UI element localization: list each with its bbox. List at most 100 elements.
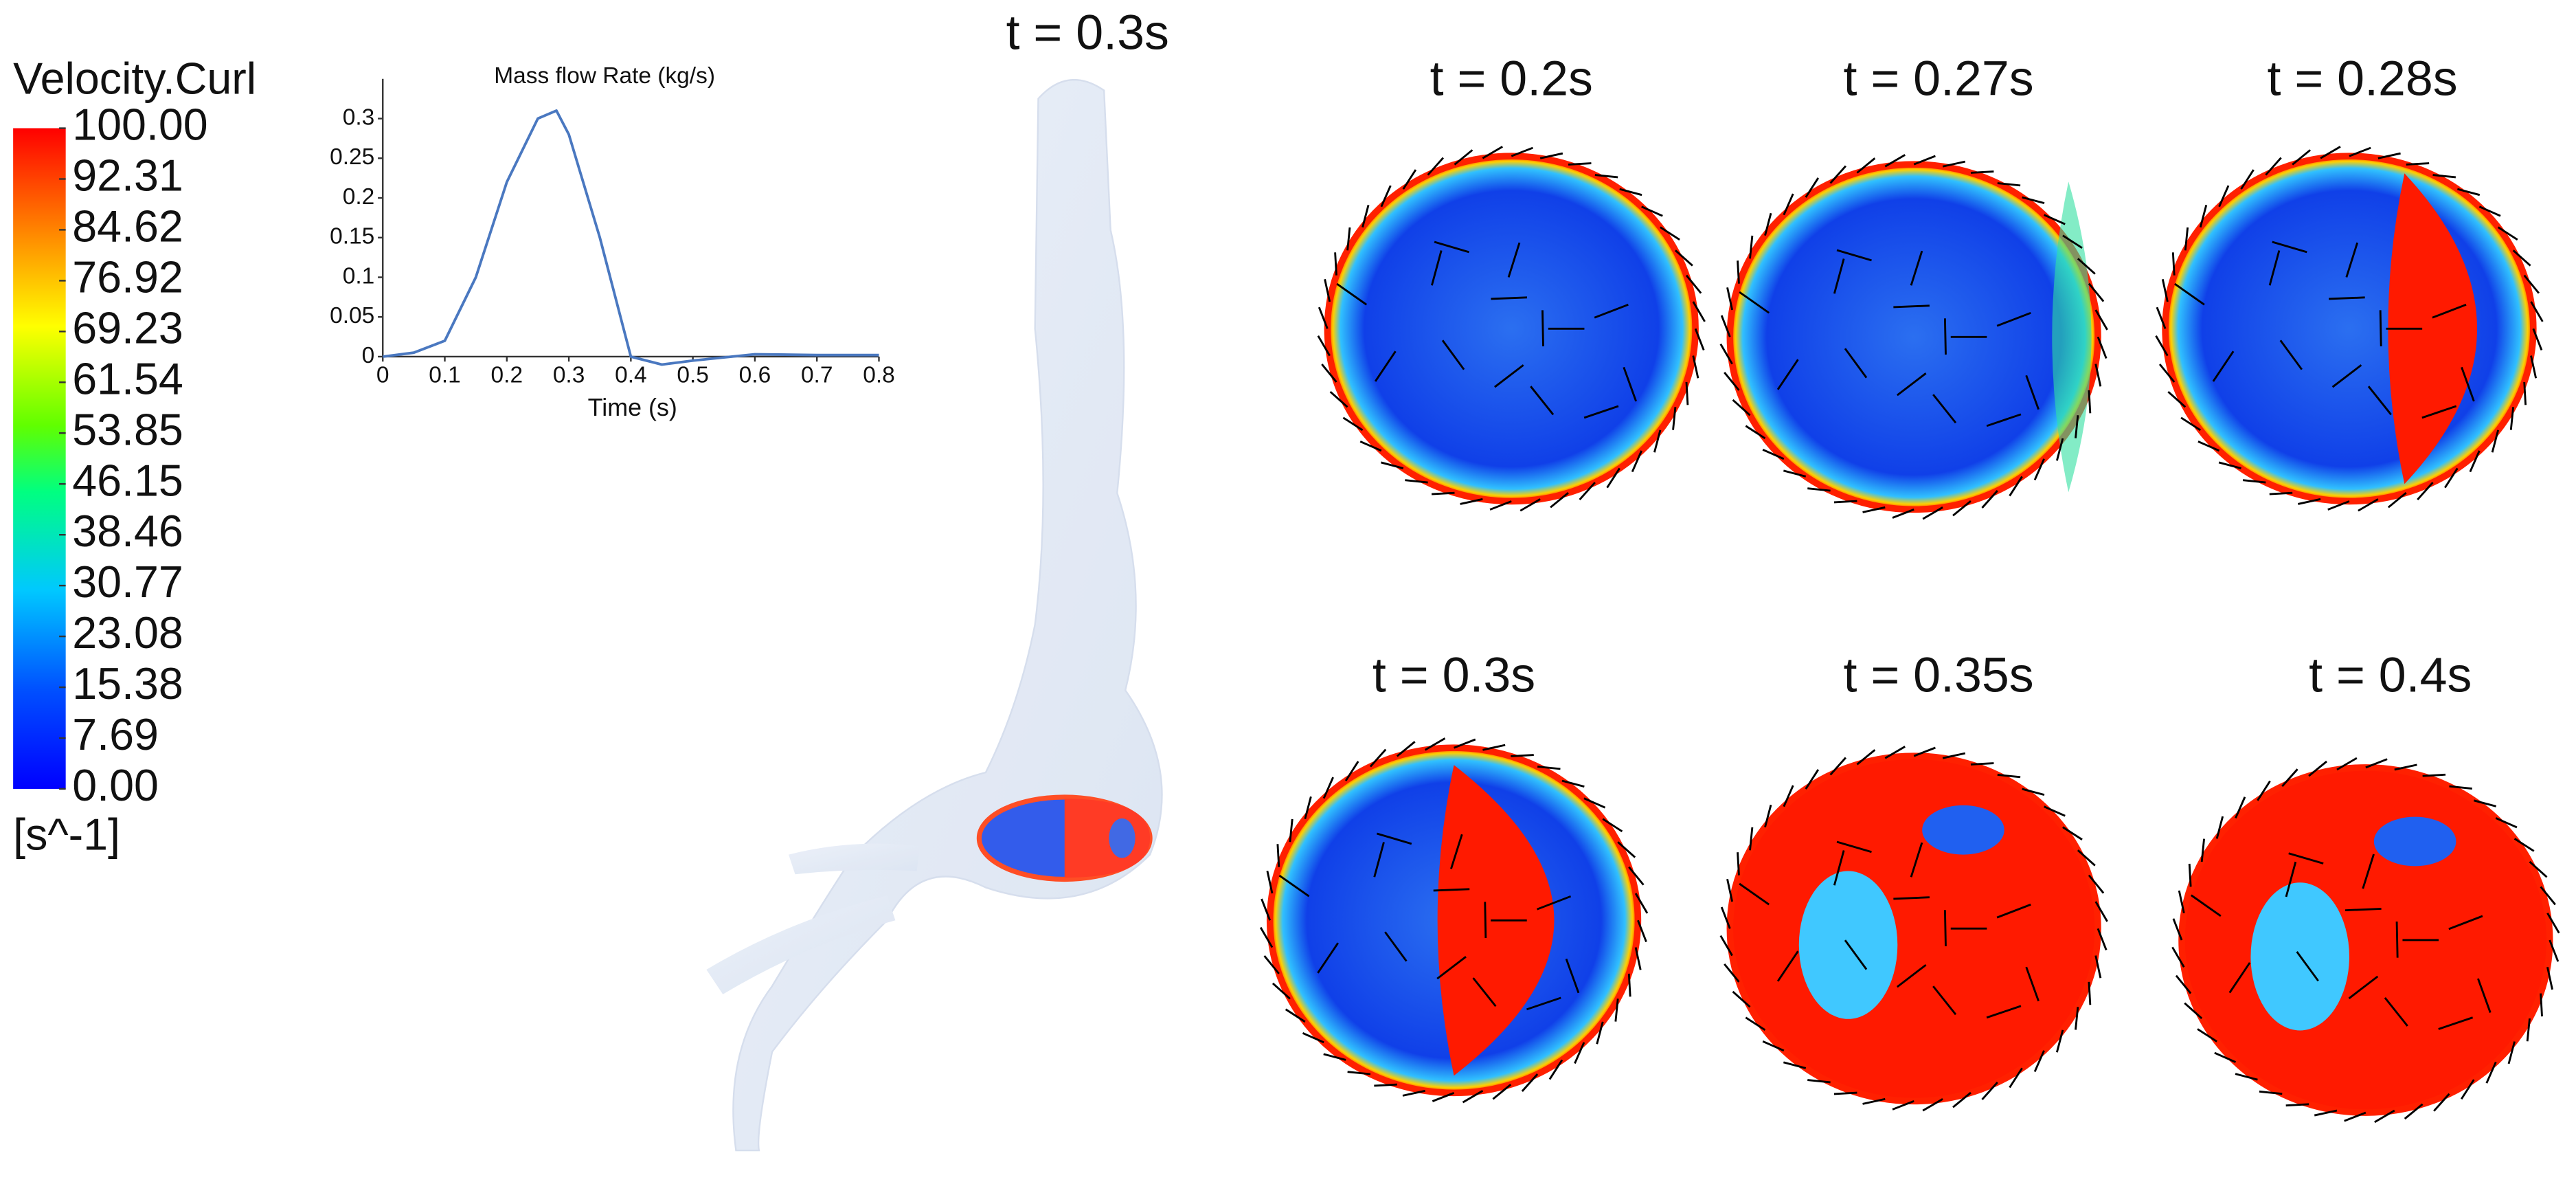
velocity-vector	[2269, 491, 2293, 495]
velocity-vector	[1537, 766, 1561, 770]
velocity-vector	[1266, 870, 1274, 894]
velocity-vector	[2460, 1079, 2475, 1100]
velocity-vector	[1548, 1059, 1563, 1080]
velocity-vector	[1272, 982, 1291, 1000]
velocity-vector	[2478, 205, 2501, 217]
velocity-vector	[2526, 1018, 2531, 1042]
velocity-vector	[2461, 366, 2475, 402]
velocity-vector	[1261, 898, 1272, 921]
velocity-vector	[2156, 306, 2167, 329]
velocity-vector	[2268, 250, 2281, 286]
velocity-vector	[1805, 177, 1820, 198]
colorbar-tick-label: 76.92	[72, 252, 183, 302]
colorbar-tick-label: 61.54	[72, 354, 183, 403]
velocity-vector	[2190, 894, 2222, 917]
velocity-vector	[2161, 279, 2169, 302]
colorbar-tick-label: 0.00	[72, 761, 159, 810]
velocity-vector	[1970, 170, 1994, 174]
velocity-vector	[1606, 467, 1620, 489]
velocity-vector	[2094, 955, 2102, 979]
velocity-vector	[2044, 805, 2066, 817]
velocity-vector	[2448, 915, 2483, 930]
velocity-vector	[1318, 306, 1329, 329]
velocity-vector	[2530, 301, 2544, 322]
velocity-vector	[2094, 901, 2108, 922]
velocity-vector	[2367, 386, 2392, 416]
velocity-vector	[1952, 1091, 1971, 1108]
velocity-vector	[1856, 749, 1876, 766]
velocity-vector	[1833, 850, 1845, 886]
velocity-vector	[2025, 375, 2040, 410]
velocity-vector	[1672, 407, 1677, 430]
velocity-vector	[1910, 250, 1923, 286]
velocity-vector	[2540, 993, 2543, 1017]
velocity-vector	[1836, 249, 1872, 262]
colorbar-tick-label: 15.38	[72, 659, 183, 709]
velocity-vector	[2215, 816, 2224, 839]
velocity-vector	[2358, 498, 2379, 512]
velocity-vector	[1376, 832, 1412, 845]
velocity-vector	[1285, 1008, 1306, 1023]
velocity-vector	[1482, 744, 1506, 751]
velocity-vector	[1289, 818, 1293, 843]
velocity-vector	[2235, 1073, 2258, 1081]
velocity-vector	[1462, 1090, 1484, 1104]
velocity-vector	[1492, 1083, 1512, 1100]
velocity-vector	[1922, 506, 1943, 520]
velocity-vector	[1829, 165, 1846, 184]
velocity-vector	[1745, 1016, 1766, 1032]
velocity-vector	[2259, 1090, 2283, 1095]
velocity-vector	[2184, 227, 2189, 251]
velocity-vector	[2523, 274, 2540, 294]
velocity-vector	[1986, 413, 2022, 427]
colorbar-tick-label: 7.69	[72, 710, 159, 759]
velocity-vector	[1970, 762, 1994, 766]
velocity-vector	[1932, 394, 1957, 424]
cross-section	[1719, 746, 2108, 1112]
velocity-vector	[1997, 182, 2021, 187]
velocity-vector	[1432, 1092, 1455, 1102]
velocity-vector	[2175, 974, 2192, 994]
velocity-vector	[1434, 241, 1469, 254]
velocity-vector	[1602, 818, 1623, 832]
velocity-vector	[1450, 834, 1463, 869]
velocity-vector	[2349, 146, 2371, 157]
velocity-vector	[1641, 205, 1663, 217]
velocity-vector	[2167, 390, 2187, 408]
line-series	[382, 109, 879, 366]
velocity-vector	[1482, 146, 1504, 159]
velocity-vector	[1745, 425, 1766, 440]
velocity-vector	[1539, 152, 1563, 159]
velocity-vector	[1373, 842, 1385, 878]
velocity-vector	[1844, 939, 1868, 970]
velocity-vector	[2235, 796, 2246, 818]
velocity-vector	[2379, 310, 2382, 346]
velocity-vector	[1381, 461, 1404, 469]
colorbar-tick-label: 30.77	[72, 557, 183, 607]
velocity-vector	[1749, 827, 1754, 851]
velocity-vector	[2077, 849, 2096, 867]
velocity-vector	[1278, 874, 1310, 897]
x-tick-label: 0.5	[677, 363, 709, 388]
y-tick-label: 0.25	[330, 144, 374, 170]
x-tick-label: 0.8	[863, 363, 895, 388]
velocity-vector	[1922, 1098, 1943, 1112]
velocity-vector	[2200, 838, 2206, 862]
velocity-vector	[1334, 252, 1337, 276]
velocity-vector	[1807, 487, 1831, 492]
velocity-vector	[1259, 926, 1274, 948]
velocity-vector	[2513, 838, 2535, 852]
velocity-vector	[2097, 928, 2108, 950]
velocity-vector	[1579, 482, 1596, 500]
velocity-vector	[1732, 990, 1751, 1008]
colorbar-tick-label: 38.46	[72, 506, 183, 556]
velocity-vector	[2214, 1051, 2237, 1063]
velocity-vector	[1724, 963, 1740, 983]
velocity-vector	[1719, 343, 1733, 365]
velocity-vector	[1541, 310, 1544, 346]
velocity-vector	[1737, 852, 1740, 876]
vessel-model	[706, 79, 1163, 1152]
velocity-vector	[2288, 852, 2324, 865]
velocity-vector	[1893, 896, 1930, 900]
velocity-vector	[2362, 854, 2375, 889]
